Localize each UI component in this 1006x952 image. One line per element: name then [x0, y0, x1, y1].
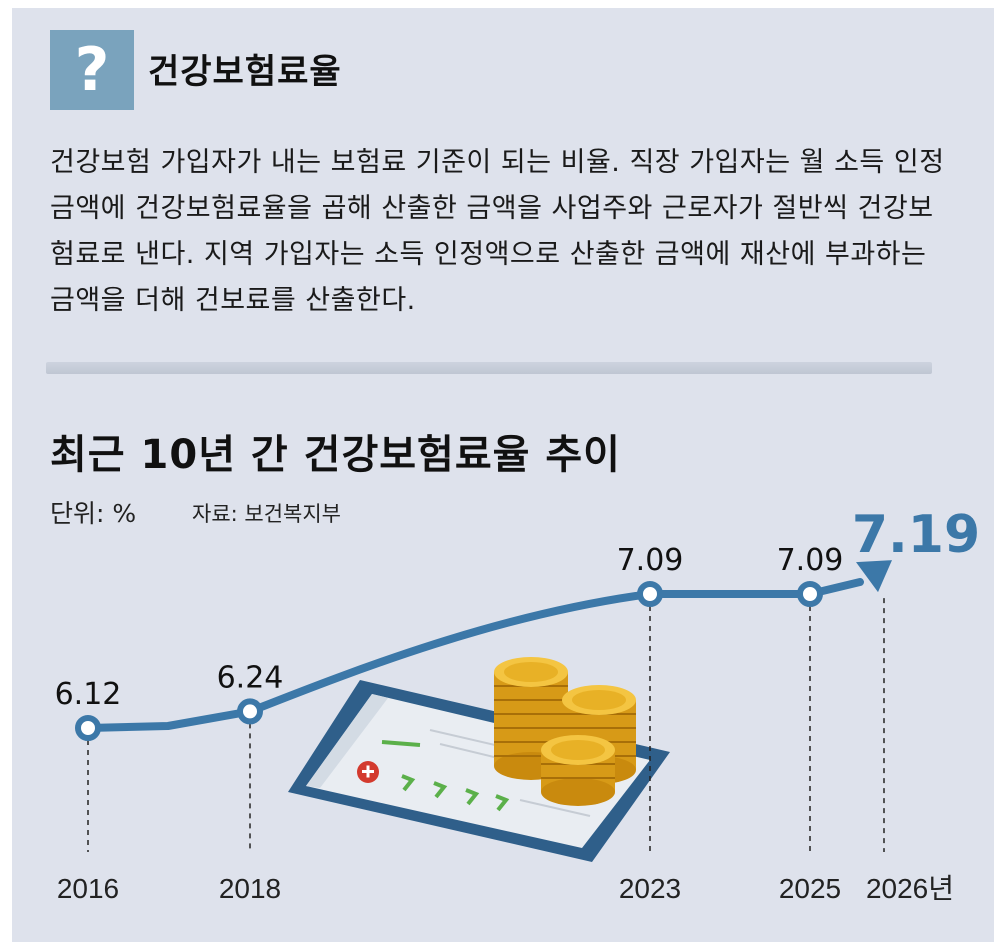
- data-label: 7.09: [617, 543, 684, 578]
- chart-title: 최근 10년 간 건강보험료율 추이: [50, 432, 621, 478]
- data-point-marker: [237, 698, 263, 725]
- data-label: 6.12: [55, 677, 122, 712]
- x-tick-label: 2018: [219, 873, 281, 904]
- x-tick-label: 2016: [57, 873, 119, 904]
- chart-source: 자료: 보건복지부: [192, 502, 341, 526]
- x-tick-label: 2026년: [866, 873, 954, 904]
- x-tick-label: 2023: [619, 873, 681, 904]
- data-point-marker: [637, 581, 663, 607]
- data-point-marker: [797, 581, 823, 607]
- trend-arrow-head: [856, 560, 892, 593]
- trend-line: [84, 578, 864, 732]
- x-tick-label: 2025: [779, 873, 841, 904]
- data-label: 6.24: [217, 660, 284, 695]
- data-label: 7.09: [777, 543, 844, 578]
- chart-unit: 단위: %: [50, 499, 137, 528]
- data-point-marker: [75, 715, 101, 741]
- term-definition: 건강보험 가입자가 내는 보험료 기준이 되는 비율. 직장 가입자는 월 소득…: [50, 147, 945, 316]
- term-title: 건강보험료율: [148, 52, 342, 92]
- section-divider: [46, 362, 932, 374]
- clipboard-coins-illustration: [288, 657, 670, 862]
- question-mark-icon: ?: [50, 30, 134, 110]
- data-label-highlight: 7.19: [852, 505, 980, 565]
